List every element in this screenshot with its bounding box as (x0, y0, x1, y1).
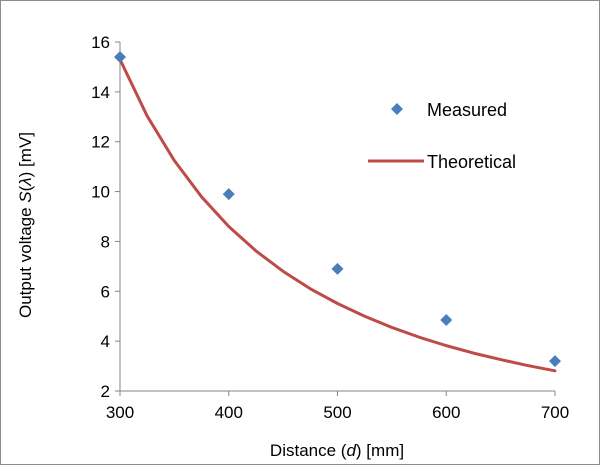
y-tick-label: 6 (101, 282, 110, 301)
x-axis-title-prefix: Distance ( (270, 441, 347, 460)
y-tick-label: 12 (91, 133, 110, 152)
y-axis-title-variable2: λ (16, 177, 35, 186)
y-tick-label: 2 (101, 382, 110, 401)
y-tick-label: 14 (91, 83, 110, 102)
y-axis-title-suffix: ) [mV] (16, 132, 35, 177)
x-tick-label: 600 (432, 403, 460, 422)
measured-point (331, 262, 344, 275)
y-tick-label: 10 (91, 183, 110, 202)
measured-point (440, 313, 453, 326)
measured-point (222, 188, 235, 201)
x-tick-label: 500 (323, 403, 351, 422)
measured-point (549, 355, 561, 368)
x-tick-label: 300 (106, 403, 134, 422)
axes (115, 41, 556, 396)
y-tick-label: 16 (91, 33, 110, 52)
y-axis-title-prefix: Output voltage (16, 203, 35, 318)
legend-theoretical-label: Theoretical (427, 152, 516, 172)
measured-point (114, 50, 126, 63)
legend-measured-label: Measured (427, 100, 507, 120)
y-axis-title-variable: S (16, 191, 35, 203)
y-tick-label: 4 (101, 332, 110, 351)
x-axis-title-variable: d (346, 441, 356, 460)
tick-labels: 2 4 6 8 10 12 14 16 300 400 500 600 700 (91, 33, 569, 422)
series (114, 50, 561, 373)
theoretical-series-line (118, 57, 557, 373)
x-tick-label: 400 (215, 403, 243, 422)
y-tick-label: 8 (101, 232, 110, 251)
x-tick-label: 700 (541, 403, 569, 422)
legend-measured-marker (391, 103, 403, 115)
y-axis-title: Output voltage S(λ) [mV] (16, 132, 35, 318)
legend: Measured Theoretical (368, 100, 516, 172)
x-axis-title: Distance (d) [mm] (270, 441, 404, 460)
y-axis-title-mid: ( (16, 185, 35, 191)
x-axis-title-suffix: ) [mm] (356, 441, 404, 460)
